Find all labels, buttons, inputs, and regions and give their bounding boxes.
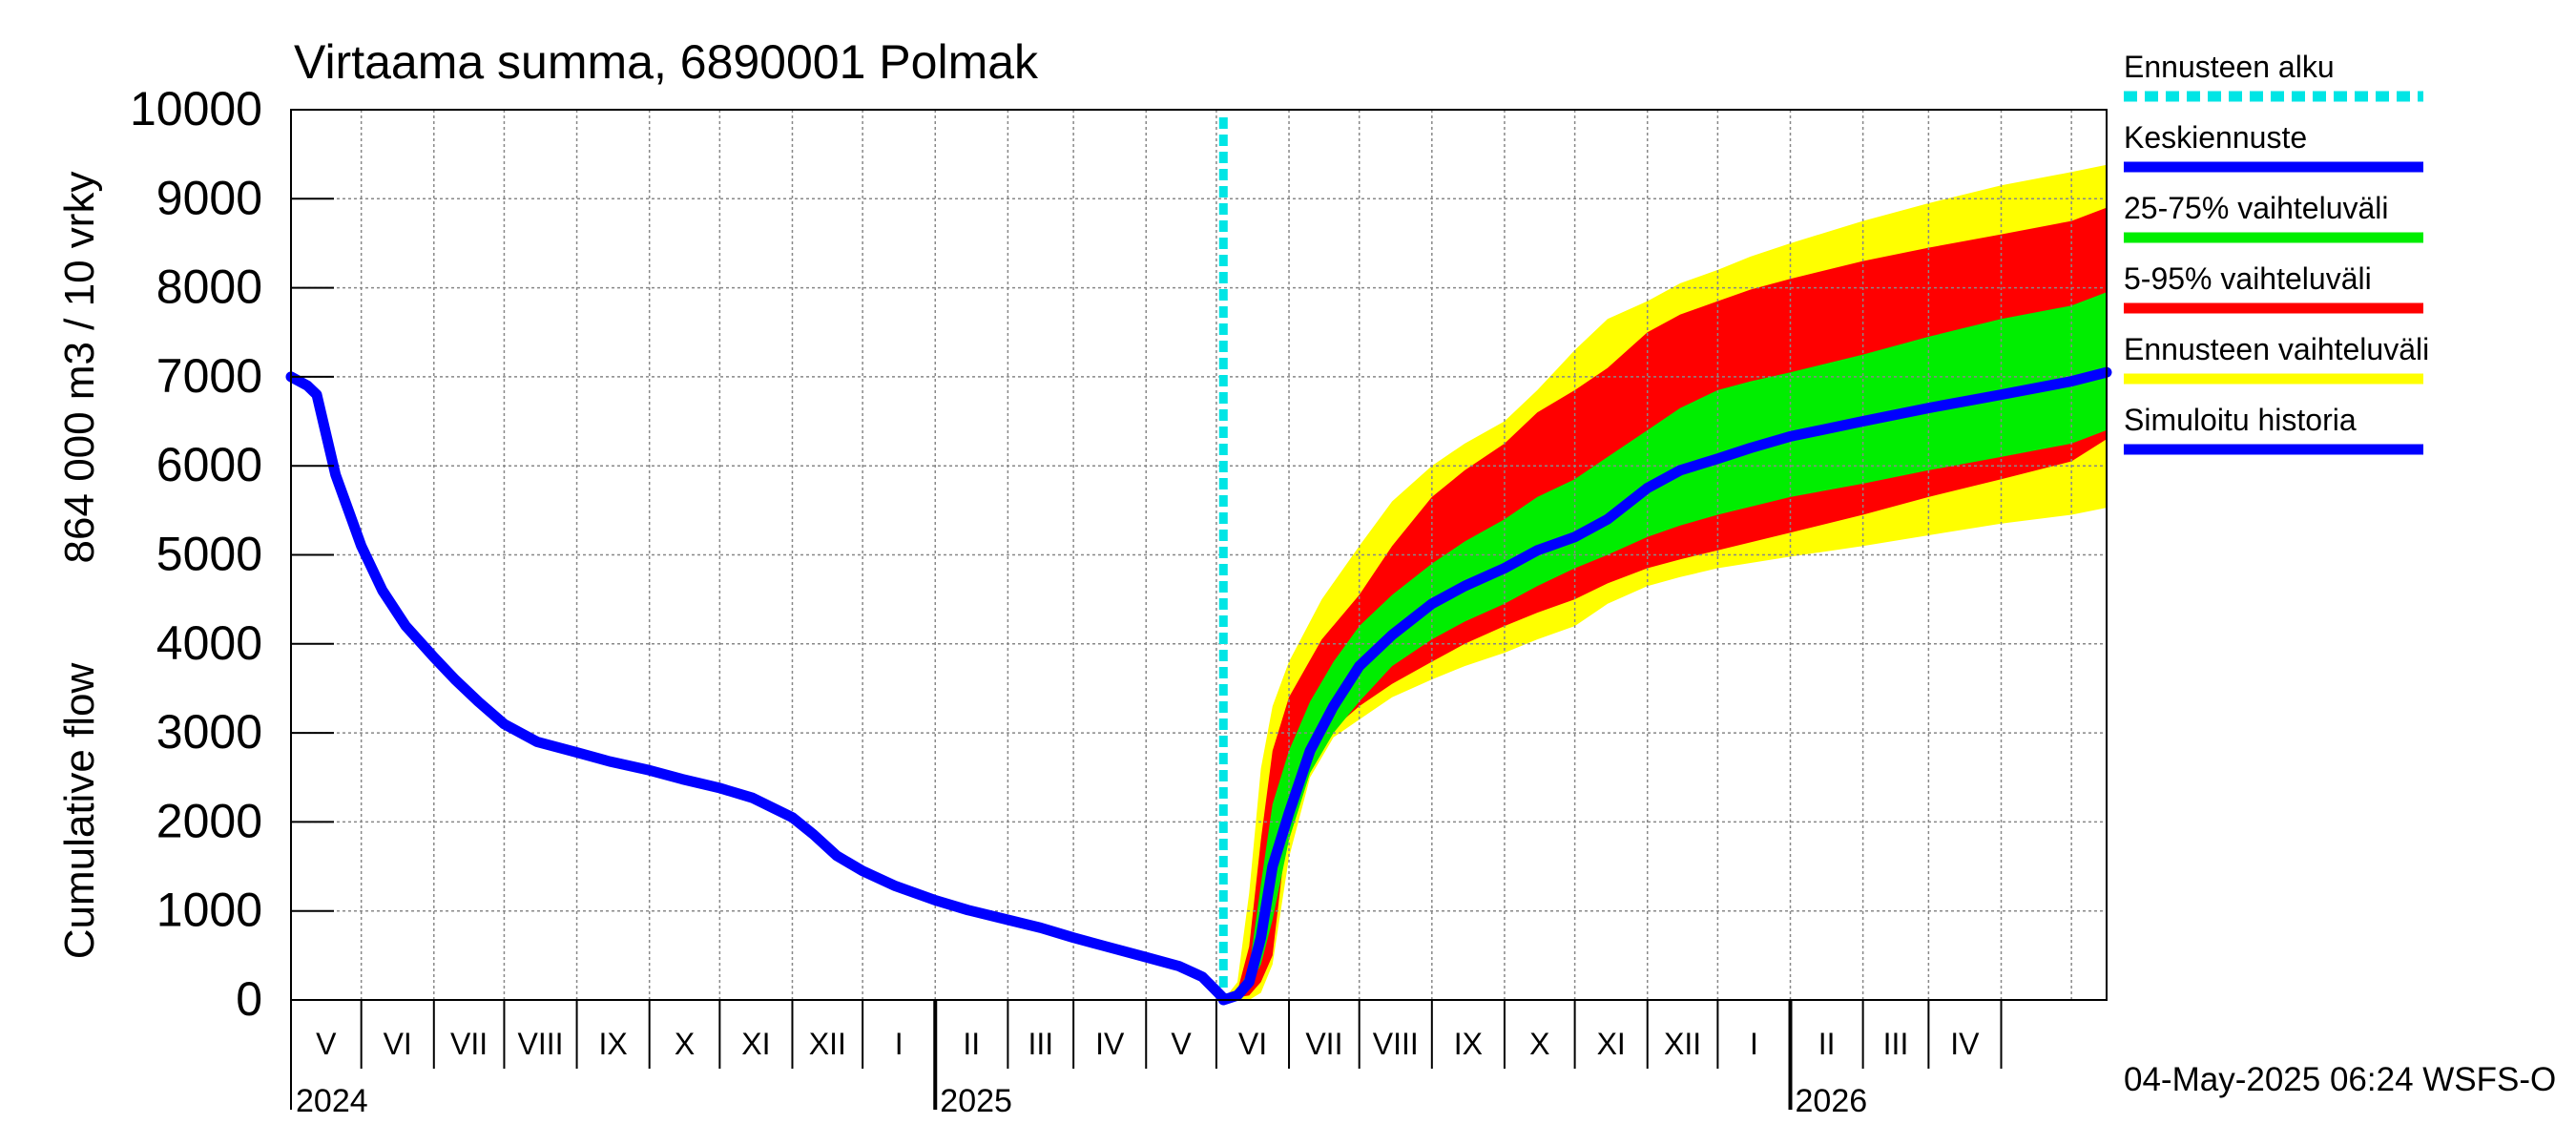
x-tick-label-month: XII: [1664, 1027, 1701, 1061]
y-tick-labels: 0 1000 2000 3000 4000 5000 6000 7000 8000 9000 100…: [130, 82, 262, 1026]
x-tick-label-month: II: [1818, 1027, 1836, 1061]
legend-label: Simuloitu historia: [2124, 403, 2357, 437]
axes: [290, 109, 2108, 1001]
y-axis-label-line2: 864 000 m3 / 10 vrky: [56, 172, 103, 564]
band-p25_75: [1223, 292, 2107, 1000]
series-line-history: [285, 371, 1229, 1004]
x-year-label: 2026: [1796, 1083, 1868, 1119]
x-tick-label-month: III: [1883, 1027, 1909, 1061]
legend-label: 25-75% vaihteluväli: [2124, 191, 2389, 225]
y-tick-label: 7000: [156, 349, 262, 403]
y-tick-label: 0: [236, 972, 262, 1026]
x-tick-label-month: XI: [741, 1027, 770, 1061]
x-year-label: 2024: [296, 1083, 368, 1119]
y-tick-label: 1000: [156, 884, 262, 937]
y-tick-label: 9000: [156, 171, 262, 224]
x-tick-label-month: I: [895, 1027, 904, 1061]
y-tick-label: 6000: [156, 438, 262, 491]
legend-label: Ennusteen alku: [2124, 50, 2335, 84]
x-tick-label-month: X: [675, 1027, 695, 1061]
x-tick-label-month: I: [1750, 1027, 1758, 1061]
forecast-bands: [1223, 164, 2107, 1001]
y-tick-label: 10000: [130, 82, 262, 135]
legend-label: Keskiennuste: [2124, 120, 2307, 155]
x-tick-label-month: VI: [384, 1027, 412, 1061]
legend: Ennusteen alku Keskiennuste 25-75% vaihtel…: [2124, 50, 2429, 455]
x-tick-label-month: IV: [1095, 1027, 1125, 1061]
y-axis-label-line1: Cumulative flow: [56, 663, 103, 960]
x-tick-label-month: IX: [1454, 1027, 1483, 1061]
timestamp-label: 04-May-2025 06:24 WSFS-O: [2124, 1061, 2556, 1098]
x-tick-label-month: XI: [1597, 1027, 1626, 1061]
x-tick-label-month: X: [1529, 1027, 1549, 1061]
x-tick-label-month: III: [1028, 1027, 1053, 1061]
x-tick-label-month: V: [316, 1027, 337, 1061]
series-line-median: [1217, 366, 2112, 1006]
x-tick-label-month: VI: [1238, 1027, 1267, 1061]
y-tick-label: 3000: [156, 705, 262, 759]
y-tick-label: 4000: [156, 616, 262, 670]
x-tick-label-month: VII: [450, 1027, 488, 1061]
chart-title: Virtaama summa, 6890001 Polmak: [294, 35, 1039, 89]
y-tick-label: 8000: [156, 260, 262, 314]
x-axis-months: V VI VII VIII IX X XI XII I II III IV V VI VII VIII IX X X…: [290, 1000, 2003, 1119]
y-axis-label: Cumulative flow 864 000 m3 / 10 vrky: [56, 172, 103, 960]
legend-label: 5-95% vaihteluväli: [2124, 261, 2372, 296]
x-tick-label-month: VIII: [1373, 1027, 1419, 1061]
y-tick-label: 5000: [156, 528, 262, 581]
x-tick-label-month: VIII: [517, 1027, 563, 1061]
legend-label: Ennusteen vaihteluväli: [2124, 332, 2429, 366]
x-tick-label-month: V: [1171, 1027, 1192, 1061]
y-tick-label: 2000: [156, 794, 262, 847]
x-tick-label-month: II: [963, 1027, 980, 1061]
x-tick-label-month: IX: [598, 1027, 627, 1061]
x-tick-label-month: XII: [809, 1027, 846, 1061]
x-tick-label-month: IV: [1950, 1027, 1980, 1061]
series-lines: [285, 117, 2112, 1006]
x-tick-label-month: VII: [1305, 1027, 1342, 1061]
x-year-label: 2025: [940, 1083, 1012, 1119]
